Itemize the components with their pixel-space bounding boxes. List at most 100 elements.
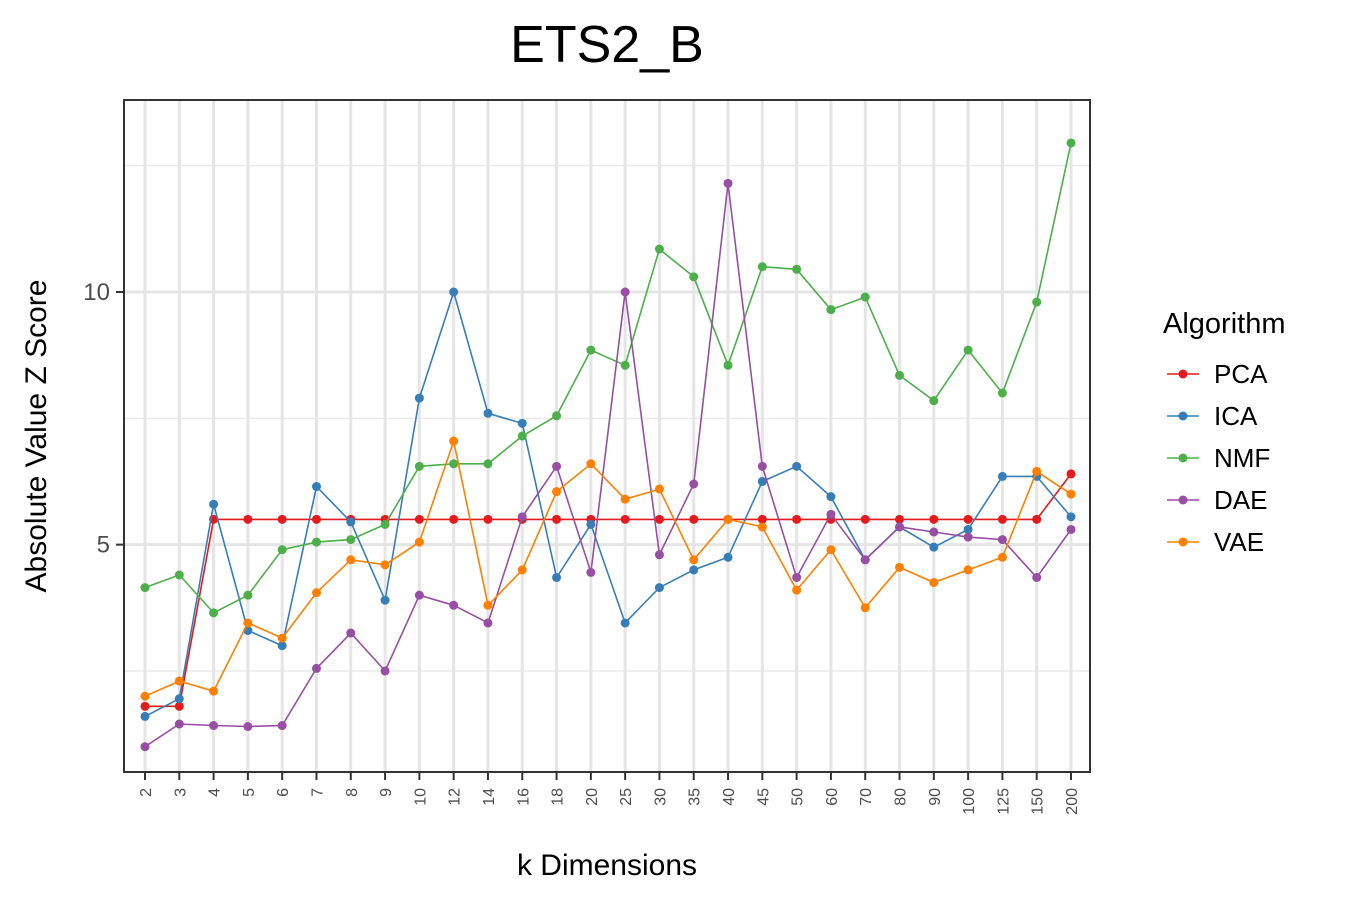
data-point-vae (311, 588, 321, 598)
data-point-nmf (689, 272, 699, 282)
legend-key-point (1178, 537, 1188, 547)
data-point-nmf (1066, 138, 1076, 148)
chart-title: ETS2_B (510, 16, 704, 74)
x-tick-label: 7 (309, 788, 326, 797)
data-point-pca (483, 514, 493, 524)
data-point-dae (414, 590, 424, 600)
series-line-pca (145, 473, 1072, 708)
data-point-ica (929, 542, 939, 552)
data-point-vae (963, 565, 973, 575)
data-point-dae (860, 555, 870, 565)
legend-key-point (1178, 411, 1188, 421)
data-point-ica (449, 287, 459, 297)
data-point-pca (1066, 469, 1076, 479)
x-tick-label: 20 (584, 788, 601, 806)
data-point-nmf (449, 459, 459, 469)
data-point-ica (174, 694, 184, 704)
data-point-dae (792, 572, 802, 582)
data-point-vae (346, 555, 356, 565)
x-tick-label: 8 (344, 788, 361, 797)
data-point-vae (757, 522, 767, 532)
data-point-pca (311, 514, 321, 524)
data-point-dae (586, 567, 596, 577)
data-point-dae (517, 512, 527, 522)
x-tick-label: 3 (172, 788, 189, 797)
data-point-nmf (963, 345, 973, 355)
data-point-ica (380, 595, 390, 605)
x-tick-label: 60 (824, 788, 841, 806)
data-point-ica (826, 492, 836, 502)
data-point-pca (997, 514, 1007, 524)
x-axis-title: k Dimensions (517, 849, 697, 882)
data-point-dae (483, 618, 493, 628)
data-point-pca (174, 701, 184, 711)
data-point-pca (620, 514, 630, 524)
x-tick-label: 50 (790, 788, 807, 806)
data-point-ica (757, 476, 767, 486)
data-point-vae (414, 537, 424, 547)
data-point-nmf (414, 461, 424, 471)
data-point-pca (689, 514, 699, 524)
x-tick-label: 35 (687, 788, 704, 806)
data-point-vae (1066, 489, 1076, 499)
data-point-dae (997, 535, 1007, 545)
data-point-nmf (723, 360, 733, 370)
x-tick-label: 10 (412, 788, 429, 806)
data-point-nmf (1032, 297, 1042, 307)
x-tick-label: 125 (995, 788, 1012, 815)
data-point-pca (414, 514, 424, 524)
x-tick-label: 200 (1064, 788, 1081, 815)
data-point-dae (929, 527, 939, 537)
x-tick-label: 25 (618, 788, 635, 806)
x-tick-label: 9 (378, 788, 395, 797)
data-point-vae (654, 484, 664, 494)
data-point-nmf (243, 590, 253, 600)
data-point-ica (483, 408, 493, 418)
data-point-nmf (209, 608, 219, 618)
y-tick-label: 5 (97, 532, 110, 559)
plot-border (123, 99, 1091, 773)
data-point-nmf (757, 262, 767, 272)
data-point-ica (311, 482, 321, 492)
data-point-pca (895, 514, 905, 524)
legend-label: NMF (1214, 443, 1270, 473)
data-point-nmf (140, 583, 150, 593)
data-point-vae (483, 600, 493, 610)
data-point-ica (689, 565, 699, 575)
series-vae (140, 436, 1076, 701)
legend: Algorithm PCA ICA NMF DAE VAE (1163, 308, 1286, 557)
data-point-vae (826, 545, 836, 555)
legend-label: PCA (1214, 359, 1268, 389)
data-point-pca (552, 514, 562, 524)
data-point-pca (963, 514, 973, 524)
data-point-vae (243, 618, 253, 628)
data-point-nmf (860, 292, 870, 302)
data-point-dae (346, 628, 356, 638)
series-layer (140, 138, 1076, 752)
legend-title: Algorithm (1163, 308, 1286, 340)
data-point-nmf (997, 388, 1007, 398)
data-point-pca (654, 514, 664, 524)
data-point-ica (997, 471, 1007, 481)
data-point-dae (209, 721, 219, 731)
x-tick-label: 40 (721, 788, 738, 806)
data-point-vae (174, 676, 184, 686)
data-point-nmf (380, 519, 390, 529)
data-point-dae (243, 722, 253, 732)
data-point-pca (792, 514, 802, 524)
y-axis: 5 10 (83, 279, 124, 559)
data-point-ica (723, 552, 733, 562)
x-tick-label: 90 (927, 788, 944, 806)
data-point-dae (277, 721, 287, 731)
data-point-nmf (792, 264, 802, 274)
grid (124, 100, 1090, 772)
data-point-vae (689, 555, 699, 565)
x-tick-label: 2 (138, 788, 155, 797)
series-line-nmf (144, 142, 1072, 614)
x-tick-label: 14 (481, 788, 498, 806)
series-line-dae (144, 183, 1072, 748)
data-point-dae (689, 479, 699, 489)
data-point-vae (140, 691, 150, 701)
data-point-vae (860, 603, 870, 613)
